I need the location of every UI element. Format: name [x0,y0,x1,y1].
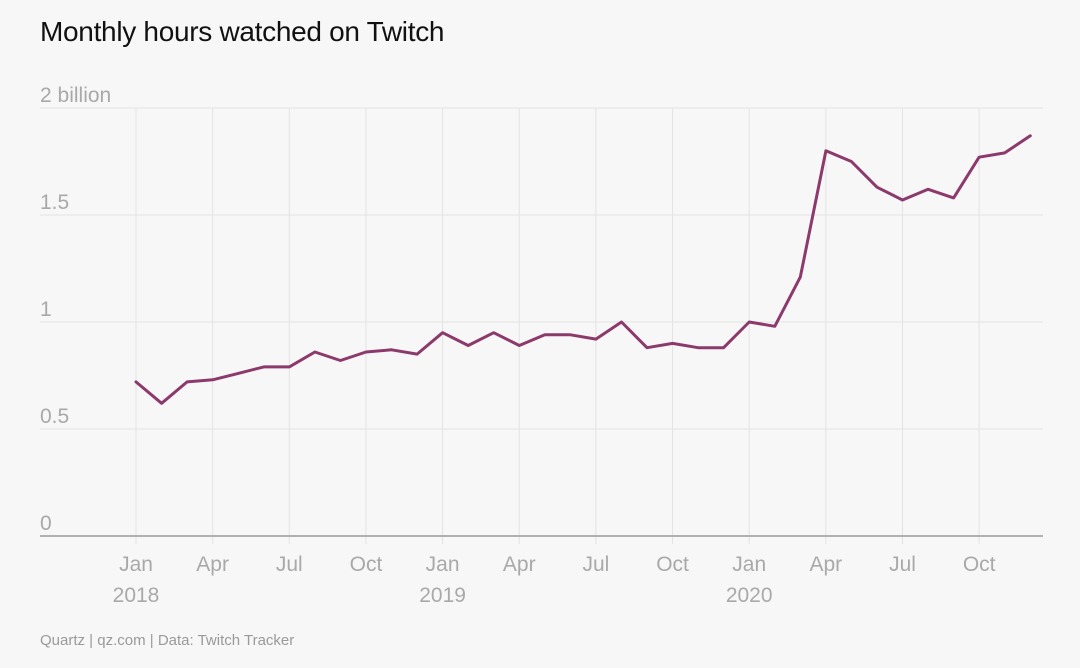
chart-title: Monthly hours watched on Twitch [40,16,445,47]
x-tick-label: Oct [963,553,996,576]
x-tick-label: Apr [196,553,229,576]
y-tick-label: 1.5 [40,191,69,214]
x-tick-label: Jan [426,553,460,576]
y-tick-label: 0.5 [40,405,69,428]
series-line [134,134,1032,405]
y-tick-label: 2 billion [40,84,111,107]
x-tick-label: Apr [503,553,536,576]
x-tick-year-label: 2020 [726,584,773,607]
y-axis-ticks: 0 0.5 1 1.5 2 billion [40,84,111,535]
data-points [135,135,1031,404]
vertical-gridlines [135,108,980,544]
x-tick-label: Apr [810,553,843,576]
source-note: Quartz | qz.com | Data: Twitch Tracker [40,632,295,649]
x-tick-label: Jan [119,553,153,576]
x-tick-label: Jul [889,553,916,576]
x-tick-label: Jan [732,553,766,576]
x-tick-label: Jul [582,553,609,576]
x-tick-label: Jul [276,553,303,576]
y-tick-label: 1 [40,298,52,321]
x-axis-ticks: Jan 2018 Apr Jul Oct Jan 2019 Apr Jul Oct Jan 2020 A… [113,553,996,607]
x-tick-year-label: 2019 [419,584,466,607]
x-tick-label: Oct [656,553,689,576]
x-tick-year-label: 2018 [113,584,160,607]
horizontal-gridlines [40,107,1043,430]
x-tick-label: Oct [350,553,383,576]
y-tick-label: 0 [40,512,52,535]
